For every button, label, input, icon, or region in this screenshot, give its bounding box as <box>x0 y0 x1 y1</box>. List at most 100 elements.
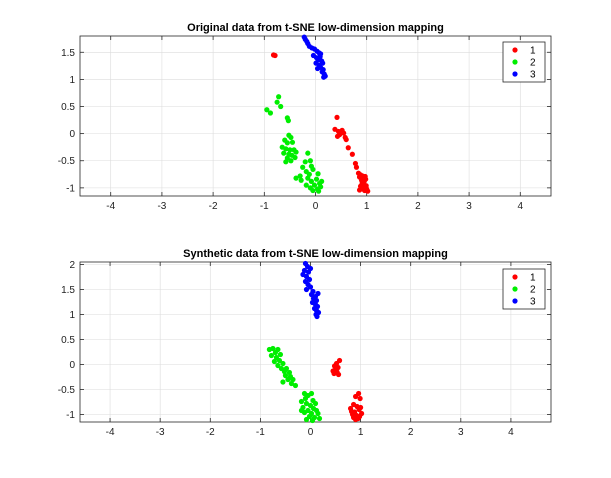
data-point <box>313 176 320 182</box>
y-tick-label: 0.5 <box>61 102 75 113</box>
y-tick-label: -1 <box>66 183 75 194</box>
data-point <box>267 110 274 116</box>
y-tick-label: -0.5 <box>58 156 76 167</box>
data-point <box>353 164 360 170</box>
x-tick-label: -4 <box>106 201 115 212</box>
x-tick-label: -1 <box>260 201 269 212</box>
data-point <box>303 400 310 407</box>
data-point <box>356 187 363 193</box>
data-point <box>358 410 365 417</box>
data-point <box>288 380 295 387</box>
data-point <box>281 150 287 156</box>
data-point <box>314 65 321 72</box>
data-point <box>275 362 281 369</box>
data-point <box>300 164 306 170</box>
x-tick-label: 1 <box>358 427 364 438</box>
data-point <box>298 398 305 405</box>
data-point <box>334 114 340 120</box>
legend-marker <box>512 286 518 292</box>
chart-title: Original data from t-SNE low-dimension m… <box>187 22 444 34</box>
data-point <box>280 379 286 385</box>
x-tick-label: 3 <box>466 201 472 212</box>
data-point <box>312 400 319 407</box>
legend-label: 2 <box>530 285 536 296</box>
data-point <box>315 290 321 297</box>
data-point <box>362 173 368 180</box>
data-point <box>280 360 286 367</box>
data-point <box>286 369 293 376</box>
x-tick-label: 1 <box>364 201 370 212</box>
data-point <box>309 417 316 424</box>
legend-marker <box>512 59 518 65</box>
x-tick-label: -3 <box>157 201 166 212</box>
legend-label: 1 <box>530 273 536 284</box>
data-point <box>284 140 290 146</box>
data-point <box>298 177 304 183</box>
legend-marker <box>512 71 518 77</box>
data-point <box>349 151 355 157</box>
data-point <box>357 395 363 402</box>
data-point <box>315 188 322 194</box>
data-point <box>293 149 299 155</box>
y-tick-label: 0.5 <box>61 335 75 346</box>
data-point <box>345 145 351 151</box>
data-point <box>341 130 347 136</box>
x-tick-label: 2 <box>408 427 414 438</box>
data-point <box>319 178 325 184</box>
data-point <box>292 382 299 389</box>
data-point <box>305 269 312 275</box>
data-point <box>290 376 296 383</box>
data-point <box>334 133 341 139</box>
legend-marker <box>512 47 518 53</box>
y-tick-label: 0 <box>69 360 75 371</box>
legend-marker <box>512 274 518 280</box>
x-tick-label: 2 <box>415 201 421 212</box>
data-point <box>301 267 308 274</box>
data-point <box>315 410 321 417</box>
data-point <box>306 276 313 283</box>
data-point <box>308 390 315 397</box>
series-2 <box>266 345 323 424</box>
data-point <box>311 182 318 188</box>
data-point <box>281 368 288 375</box>
data-point <box>298 407 305 414</box>
data-point <box>305 175 311 181</box>
x-tick-label: 3 <box>458 427 464 438</box>
x-tick-label: -2 <box>209 201 218 212</box>
legend-label: 1 <box>530 46 536 57</box>
data-point <box>310 187 316 194</box>
data-point <box>282 372 289 379</box>
data-point <box>315 171 321 177</box>
data-point <box>303 416 310 423</box>
legend-label: 3 <box>530 297 536 308</box>
y-tick-label: 1.5 <box>61 48 75 59</box>
data-point <box>287 147 293 153</box>
legend-label: 3 <box>530 70 536 81</box>
x-tick-label: -4 <box>106 427 115 438</box>
data-point <box>316 415 323 422</box>
data-point <box>308 291 315 298</box>
data-point <box>318 184 324 190</box>
data-point <box>278 103 284 110</box>
x-tick-label: -3 <box>156 427 165 438</box>
chart-title: Synthetic data from t-SNE low-dimension … <box>183 248 448 260</box>
data-point <box>297 173 303 179</box>
data-point <box>276 94 282 100</box>
legend-marker <box>512 298 518 304</box>
data-point <box>272 52 278 59</box>
data-point <box>302 395 309 402</box>
data-point <box>363 183 369 189</box>
y-tick-label: 1 <box>69 75 75 86</box>
legend: 123 <box>502 41 546 83</box>
data-point <box>305 150 311 156</box>
series-1 <box>270 52 371 194</box>
data-point <box>314 313 320 320</box>
y-tick-label: 0 <box>69 129 75 140</box>
x-tick-label: 0 <box>308 427 314 438</box>
data-point <box>285 118 291 124</box>
data-point <box>270 345 276 352</box>
data-point <box>283 159 289 165</box>
data-point <box>348 408 355 415</box>
